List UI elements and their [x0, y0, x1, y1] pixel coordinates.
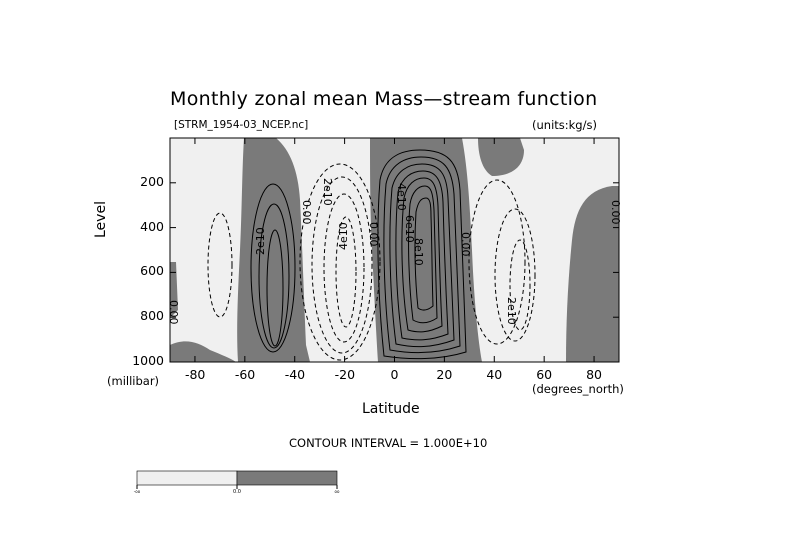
colorbar-positive [236, 470, 338, 486]
contour-label: 2e10 [254, 227, 267, 255]
contour-labels: 0.00 2e10 4e10 0.00 2e10 4e10 6e10 8e10 … [167, 178, 622, 325]
y-tick-label: 800 [140, 308, 164, 324]
contours-west-positive [250, 183, 296, 353]
y-tick-label: 400 [140, 218, 164, 234]
contour-label: 4e10 [395, 183, 408, 211]
contour-label: 6e10 [403, 215, 416, 243]
contour-label: 2e10 [321, 178, 334, 206]
x-axis-units: (degrees_north) [532, 382, 624, 396]
positive-region-west [237, 138, 310, 362]
contour-interval-label: CONTOUR INTERVAL = 1.000E+10 [289, 436, 488, 450]
x-tick-label: -60 [234, 367, 256, 382]
colorbar-label: -oo [134, 489, 141, 494]
contour-label: 2e10 [505, 297, 518, 325]
y-tick-label: 600 [140, 263, 164, 279]
x-tick-label: 40 [486, 367, 503, 382]
file-name-label: [STRM_1954-03_NCEP.nc] [174, 119, 309, 131]
x-tick-label: -20 [334, 367, 356, 382]
contour-label: 0.00 [459, 232, 472, 257]
colorbar-label: oo [335, 489, 340, 494]
contour-label: 4e10 [337, 222, 350, 250]
positive-region-nw-strip [170, 262, 178, 318]
units-label: (units:kg/s) [532, 118, 597, 132]
chart-title: Monthly zonal mean Mass—stream function [170, 88, 598, 110]
x-axis-label: Latitude [362, 401, 420, 417]
y-tick-label: 1000 [132, 353, 164, 368]
x-tick-label: -40 [284, 367, 306, 382]
positive-region-ne-corner [478, 138, 524, 176]
y-axis-label: Level [93, 201, 109, 238]
x-tick-label: 20 [436, 367, 453, 382]
y-ticks [170, 182, 619, 363]
colorbar-label: 0.0 [233, 489, 241, 495]
positive-region-sw-corner [170, 341, 236, 362]
positive-region-east [566, 186, 619, 362]
x-tick-label: 60 [536, 367, 553, 382]
contour-label: 8e10 [412, 238, 425, 266]
contour-label: 0.00 [609, 200, 622, 225]
x-ticks [194, 138, 595, 362]
colorbar-negative [136, 470, 238, 486]
x-tick-label: -80 [184, 367, 206, 382]
y-tick-label: 200 [140, 173, 164, 189]
contours-negative [207, 163, 536, 361]
x-tick-label: 0 [390, 367, 399, 382]
y-axis-units: (millibar) [107, 374, 160, 388]
contour-label: 0.00 [167, 300, 180, 325]
contour-label: 0.00 [300, 200, 313, 225]
contour-label: 0.00 [367, 222, 380, 247]
x-tick-label: 80 [586, 367, 602, 382]
colorbar: -oo 0.0 oo [134, 470, 340, 495]
